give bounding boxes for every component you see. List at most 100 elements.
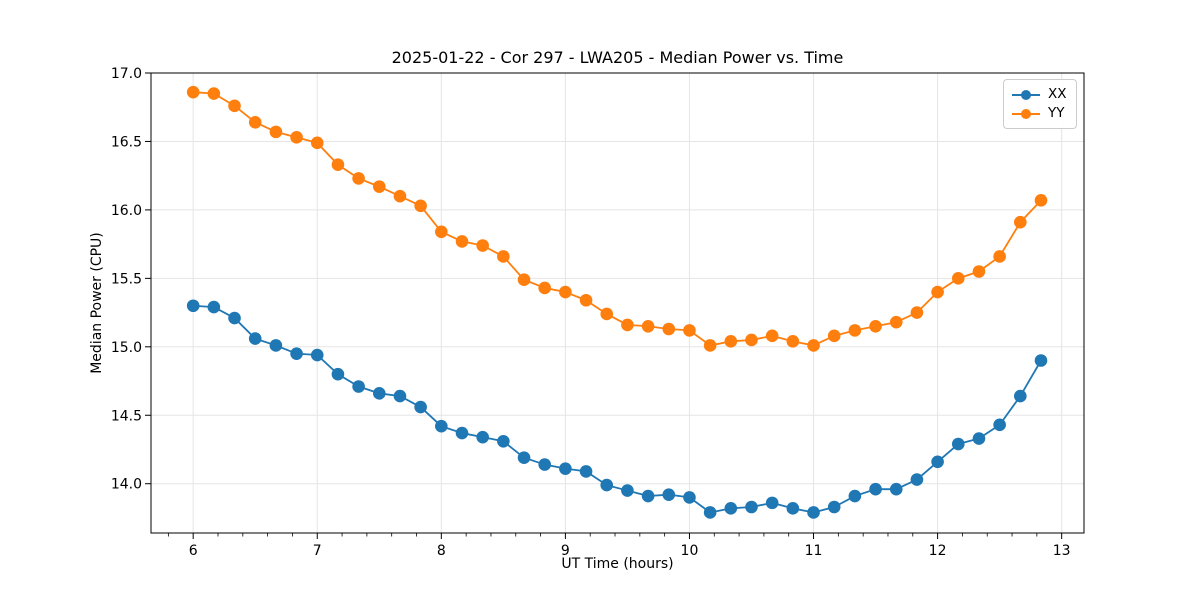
data-point-marker-xx: [993, 418, 1006, 432]
legend-marker-yy-icon: [1012, 108, 1040, 119]
data-point-marker-xx: [476, 430, 489, 444]
data-point-marker-xx: [931, 455, 944, 469]
data-point-marker-xx: [372, 387, 386, 400]
data-point-marker-xx: [579, 465, 593, 478]
data-point-marker-yy: [414, 199, 427, 213]
data-point-marker-xx: [455, 426, 469, 440]
chart-title: 2025-01-22 - Cor 297 - LWA205 - Median P…: [391, 48, 844, 67]
data-point-marker-yy: [869, 319, 882, 333]
data-point-marker-xx: [848, 489, 862, 503]
data-point-marker-xx: [228, 311, 241, 325]
data-point-marker-xx: [497, 434, 510, 448]
data-point-marker-xx: [621, 484, 634, 497]
data-point-marker-xx: [827, 500, 841, 514]
data-point-marker-xx: [703, 506, 717, 519]
data-point-marker-xx: [869, 482, 882, 496]
data-point-marker-xx: [559, 462, 572, 475]
y-tick-label: 14.0: [111, 477, 142, 493]
data-point-marker-xx: [331, 367, 345, 381]
legend-label-xx: XX: [1048, 86, 1067, 102]
y-tick-label: 17.0: [111, 66, 142, 82]
data-point-marker-yy: [310, 136, 324, 150]
data-point-marker-xx: [600, 478, 614, 492]
legend-entry-xx: XX: [1012, 85, 1070, 104]
data-point-marker-xx: [972, 432, 986, 445]
data-point-marker-yy: [621, 318, 634, 332]
legend-marker-xx-icon: [1012, 89, 1040, 100]
data-point-marker-xx: [1034, 354, 1048, 367]
data-point-marker-yy: [455, 235, 469, 248]
x-tick-label: 13: [1053, 543, 1071, 559]
data-point-marker-yy: [972, 265, 986, 278]
data-point-marker-yy: [497, 250, 510, 263]
data-point-marker-yy: [372, 180, 386, 193]
data-point-marker-xx: [807, 506, 820, 519]
x-tick-label: 12: [929, 543, 947, 559]
data-point-marker-xx: [889, 482, 903, 496]
legend-label-yy: YY: [1048, 105, 1065, 121]
data-point-marker-xx: [207, 300, 221, 314]
data-point-marker-xx: [724, 502, 738, 515]
data-point-marker-xx: [310, 348, 324, 362]
data-point-marker-xx: [186, 299, 200, 313]
data-point-marker-yy: [435, 225, 448, 239]
x-tick-label: 7: [313, 543, 322, 559]
data-point-marker-yy: [393, 189, 407, 203]
data-point-marker-yy: [269, 125, 283, 139]
data-point-marker-yy: [848, 324, 862, 337]
plot-frame: [150, 72, 1085, 534]
data-point-marker-yy: [228, 99, 241, 113]
data-point-marker-yy: [765, 329, 779, 343]
data-point-marker-xx: [414, 400, 427, 414]
data-point-marker-xx: [517, 451, 531, 465]
data-point-marker-yy: [600, 307, 614, 321]
data-point-marker-yy: [910, 306, 924, 319]
data-point-marker-yy: [807, 339, 820, 352]
data-point-marker-yy: [745, 333, 758, 347]
data-point-marker-xx: [951, 437, 965, 451]
data-point-marker-xx: [393, 389, 407, 403]
data-point-marker-yy: [662, 322, 676, 336]
x-tick-label: 9: [561, 543, 570, 559]
x-tick-label: 10: [681, 543, 699, 559]
data-point-marker-xx: [435, 419, 448, 433]
data-point-marker-yy: [786, 335, 800, 348]
data-point-marker-yy: [993, 250, 1006, 263]
data-point-marker-xx: [538, 458, 552, 471]
data-point-marker-xx: [290, 347, 303, 360]
legend: XX YY: [1003, 79, 1077, 129]
data-point-marker-yy: [1014, 215, 1027, 229]
data-point-marker-xx: [1014, 389, 1027, 403]
data-point-marker-xx: [683, 491, 696, 504]
x-tick-label: 6: [189, 543, 198, 559]
data-point-marker-xx: [352, 380, 365, 393]
y-tick-label: 16.5: [111, 134, 142, 150]
data-point-marker-yy: [559, 285, 572, 299]
y-tick-label: 15.0: [111, 340, 142, 356]
data-point-marker-xx: [765, 496, 779, 510]
data-point-marker-yy: [827, 329, 841, 343]
data-point-marker-yy: [931, 285, 944, 299]
data-point-marker-yy: [207, 87, 221, 100]
data-point-marker-yy: [641, 319, 655, 333]
data-point-marker-yy: [476, 239, 489, 252]
data-point-marker-yy: [724, 335, 738, 348]
data-point-marker-xx: [745, 500, 758, 514]
data-point-marker-yy: [683, 324, 696, 337]
legend-entry-yy: YY: [1012, 104, 1070, 123]
data-point-marker-xx: [248, 332, 262, 345]
x-tick-label: 11: [805, 543, 823, 559]
data-point-marker-yy: [248, 115, 262, 129]
y-tick-label: 15.5: [111, 271, 142, 287]
data-point-marker-xx: [786, 502, 800, 515]
data-point-marker-yy: [889, 315, 903, 329]
data-point-marker-yy: [517, 273, 531, 287]
data-point-marker-yy: [1034, 194, 1048, 207]
data-point-marker-yy: [290, 131, 303, 144]
data-point-marker-yy: [703, 339, 717, 352]
x-tick-label: 8: [437, 543, 446, 559]
data-point-marker-yy: [951, 272, 965, 285]
x-axis-label: UT Time (hours): [561, 556, 674, 572]
